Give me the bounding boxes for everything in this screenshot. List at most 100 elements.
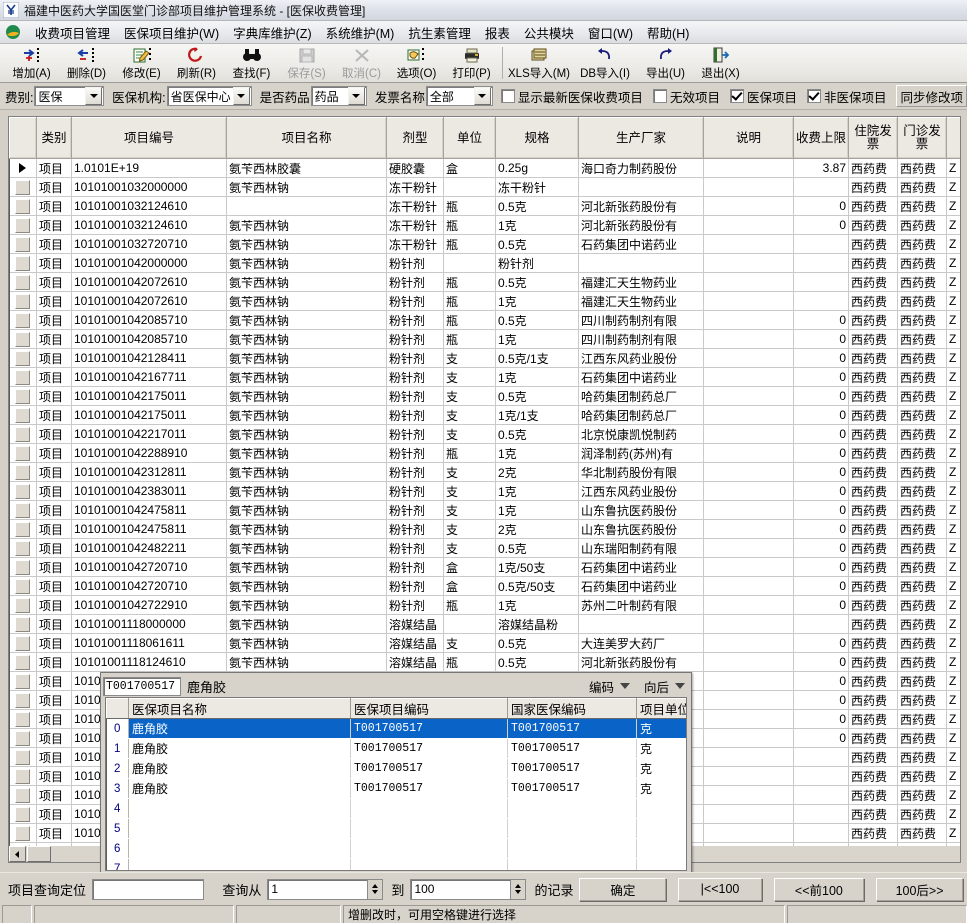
cell-ptype[interactable]: Z [946, 576, 960, 596]
cell-dose[interactable]: 硬胶囊 [386, 158, 444, 178]
cell-mz[interactable]: 西药费 [897, 215, 947, 235]
popup-cell-empty[interactable] [507, 798, 637, 819]
table-row[interactable]: 项目 10101001042175011 氨苄西林钠 粉针剂支 1克/1支 哈药集团制药总… [9, 405, 960, 425]
cell-lei[interactable]: 项目 [36, 405, 72, 425]
cell-maker[interactable]: 河北新张药股份有 [578, 215, 704, 235]
popup-header-code[interactable]: 医保项目编码 [350, 698, 508, 719]
cell-lei[interactable]: 项目 [36, 386, 72, 406]
cell-limit[interactable]: 0 [793, 462, 849, 482]
menu-item-insurance-maint[interactable]: 医保项目维护(W) [124, 26, 220, 41]
menu-item-dictionary[interactable]: 字典库维护(Z) [233, 26, 312, 41]
cell-desc[interactable] [703, 595, 794, 615]
list-item[interactable]: 1 鹿角胶 T001700517 T001700517 克 [106, 738, 686, 759]
cell-spec[interactable]: 1克/1支 [495, 405, 579, 425]
cell-maker[interactable]: 石药集团中诺药业 [578, 234, 704, 254]
cell-lei[interactable]: 项目 [36, 443, 72, 463]
cell-maker[interactable]: 石药集团中诺药业 [578, 576, 704, 596]
cell-spec[interactable]: 1克 [495, 443, 579, 463]
table-row[interactable]: 项目 10101001042072610 氨苄西林钠 粉针剂瓶 0.5克 福建汇天生物药业… [9, 272, 960, 292]
cell-lei[interactable]: 项目 [36, 823, 72, 843]
cell-mz[interactable]: 西药费 [897, 329, 947, 349]
cell-name[interactable]: 氨苄西林钠 [226, 652, 387, 672]
cell-ptype[interactable]: Z [946, 310, 960, 330]
row-selector-cell[interactable] [9, 215, 37, 235]
cell-name[interactable]: 氨苄西林钠 [226, 386, 387, 406]
cell-spec[interactable]: 0.5克 [495, 652, 579, 672]
list-item[interactable]: 3 鹿角胶 T001700517 T001700517 克 [106, 778, 686, 799]
cell-lei[interactable]: 项目 [36, 462, 72, 482]
cell-spec[interactable]: 0.25g [495, 158, 579, 178]
cell-mz[interactable]: 西药费 [897, 348, 947, 368]
cell-spec[interactable]: 1克 [495, 367, 579, 387]
cell-lei[interactable]: 项目 [36, 804, 72, 824]
cell-unit[interactable]: 支 [443, 367, 496, 387]
locate-input[interactable] [92, 878, 205, 900]
cell-unit[interactable]: 瓶 [443, 272, 496, 292]
cell-code[interactable]: 10101001032124610 [71, 196, 227, 216]
cell-limit[interactable]: 0 [793, 367, 849, 387]
cell-ptype[interactable]: Z [946, 158, 960, 178]
row-selector-cell[interactable] [9, 177, 37, 197]
cell-desc[interactable] [703, 481, 794, 501]
cell-lei[interactable]: 项目 [36, 614, 72, 634]
cell-mz[interactable]: 西药费 [897, 804, 947, 824]
prev-100-button[interactable]: <<前100 [773, 877, 865, 901]
table-row[interactable]: 项目 10101001042217011 氨苄西林钠 粉针剂支 0.5克 北京悦康凯悦制药… [9, 424, 960, 444]
confirm-button[interactable]: 确定 [579, 877, 667, 901]
cell-lei[interactable]: 项目 [36, 367, 72, 387]
cell-zy[interactable]: 西药费 [848, 215, 898, 235]
cell-ptype[interactable]: Z [946, 196, 960, 216]
cell-zy[interactable]: 西药费 [848, 253, 898, 273]
cell-zy[interactable]: 西药费 [848, 462, 898, 482]
cell-spec[interactable]: 1克 [495, 215, 579, 235]
cell-unit[interactable] [443, 614, 496, 634]
table-row[interactable]: 项目 10101001042167711 氨苄西林钠 粉针剂支 1克 石药集团中诺药业 0 西… [9, 367, 960, 387]
toolbar-print-button[interactable]: 打印(P) [444, 44, 499, 82]
cell-ptype[interactable]: Z [946, 291, 960, 311]
cell-desc[interactable] [703, 519, 794, 539]
list-item[interactable]: 7 [106, 858, 686, 870]
cell-mz[interactable]: 西药费 [897, 785, 947, 805]
list-item[interactable]: 2 鹿角胶 T001700517 T001700517 克 [106, 758, 686, 779]
cell-name[interactable]: 氨苄西林钠 [226, 519, 387, 539]
cell-limit[interactable] [793, 253, 849, 273]
cell-maker[interactable]: 福建汇天生物药业 [578, 272, 704, 292]
cell-mz[interactable]: 西药费 [897, 690, 947, 710]
grid-header-desc[interactable]: 说明 [703, 117, 794, 159]
cell-limit[interactable]: 0 [793, 443, 849, 463]
cell-unit[interactable]: 支 [443, 462, 496, 482]
row-selector-cell[interactable] [9, 329, 37, 349]
cell-unit[interactable]: 瓶 [443, 329, 496, 349]
popup-cell-empty[interactable] [507, 818, 637, 839]
checkbox-insurance-items[interactable]: 医保项目 [729, 87, 804, 106]
cell-ptype[interactable]: Z [946, 747, 960, 767]
cell-limit[interactable]: 0 [793, 386, 849, 406]
cell-zy[interactable]: 西药费 [848, 177, 898, 197]
cell-ptype[interactable]: Z [946, 348, 960, 368]
cell-ptype[interactable]: Z [946, 500, 960, 520]
toolbar-xls-import-button[interactable]: XLS导入(M) [506, 44, 572, 82]
table-row[interactable]: 项目 10101001118000000 氨苄西林钠 溶媒结晶 溶媒结晶粉 西药费 西药费 Z… [9, 614, 960, 634]
cell-desc[interactable] [703, 348, 794, 368]
cell-zy[interactable]: 西药费 [848, 709, 898, 729]
table-row[interactable]: 项目 1.0101E+19 氨苄西林胶囊 硬胶囊盒 0.25g 海口奇力制药股份 3.87 西… [9, 158, 960, 178]
cell-ptype[interactable]: Z [946, 709, 960, 729]
cell-unit[interactable]: 支 [443, 424, 496, 444]
cell-lei[interactable]: 项目 [36, 424, 72, 444]
stepper-arrows-icon[interactable] [367, 879, 383, 899]
cell-mz[interactable]: 西药费 [897, 709, 947, 729]
cell-limit[interactable] [793, 614, 849, 634]
cell-dose[interactable]: 粉针剂 [386, 538, 444, 558]
cell-name[interactable]: 氨苄西林钠 [226, 443, 387, 463]
cell-desc[interactable] [703, 557, 794, 577]
cell-code[interactable]: 10101001042475811 [71, 519, 227, 539]
grid-header-code[interactable]: 项目编号 [71, 117, 227, 159]
table-row[interactable]: 项目 10101001042482211 氨苄西林钠 粉针剂支 0.5克 山东瑞阳制药有限… [9, 538, 960, 558]
cell-name[interactable]: 氨苄西林胶囊 [226, 158, 387, 178]
cell-name[interactable]: 氨苄西林钠 [226, 614, 387, 634]
cell-unit[interactable]: 支 [443, 348, 496, 368]
cell-limit[interactable]: 0 [793, 709, 849, 729]
cell-desc[interactable] [703, 158, 794, 178]
cell-zy[interactable]: 西药费 [848, 576, 898, 596]
cell-spec[interactable]: 粉针剂 [495, 253, 579, 273]
